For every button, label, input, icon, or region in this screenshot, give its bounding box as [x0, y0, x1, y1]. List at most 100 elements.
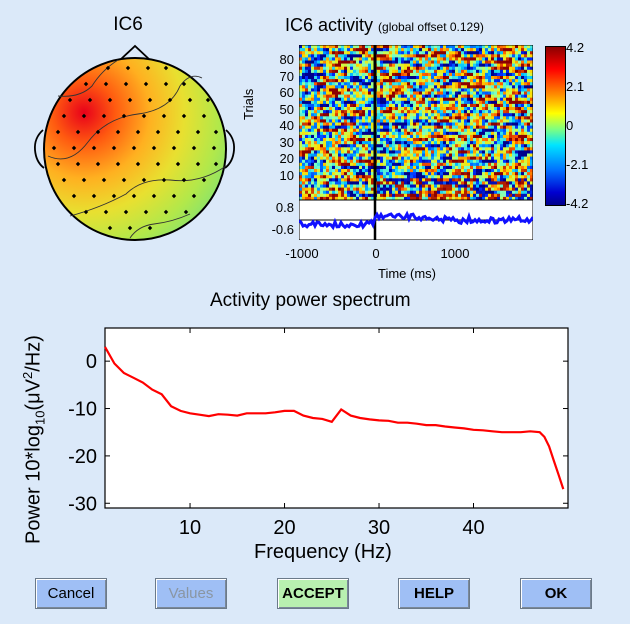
- erp-trace-plot: [299, 200, 533, 240]
- electrode-dot: [205, 97, 211, 103]
- x-tick-label: 20: [273, 517, 295, 539]
- values-button[interactable]: Values: [155, 578, 227, 609]
- colorbar-tick-label: -2.1: [566, 157, 589, 172]
- electrode-dot: [67, 97, 73, 103]
- electrode-dot: [181, 81, 187, 87]
- trial-tick-label: 10: [279, 167, 294, 183]
- erpimage-title-main: IC6 activity: [285, 15, 374, 35]
- electrode-dot: [107, 97, 113, 103]
- erp-trace-line: [299, 210, 533, 231]
- ylabel-part: Power 10*log: [22, 425, 45, 544]
- ylabel-sup: 2: [20, 371, 35, 380]
- erpimage-title: IC6 activity (global offset 0.129): [285, 15, 484, 36]
- electrode-dot: [167, 97, 173, 103]
- electrode-dot: [103, 81, 109, 87]
- colorbar-tick-label: -4.2: [566, 196, 589, 211]
- erpimage-subtitle: (global offset 0.129): [378, 20, 484, 34]
- electrode-dot: [121, 177, 127, 183]
- trial-tick-label: 70: [279, 68, 294, 84]
- electrode-dot: [81, 177, 87, 183]
- trial-tick-label: 60: [279, 85, 294, 100]
- trial-tick-label: 20: [279, 151, 294, 166]
- colorbar-tick-label: 4.2: [566, 40, 585, 55]
- electrode-dot: [175, 129, 181, 135]
- electrode-dot: [211, 145, 217, 151]
- electrode-dot: [103, 209, 109, 215]
- electrode-dot: [83, 209, 89, 215]
- ylabel-part: (μV: [22, 379, 45, 411]
- spectrum-ylabel: Power 10*log10(μV2/Hz): [20, 335, 48, 544]
- electrode-dot: [181, 177, 187, 183]
- plot-area: [104, 327, 569, 509]
- electrode-dot: [163, 81, 169, 87]
- power-spectrum-chart: 10 20 30 40 0 -10 -20 -30: [68, 327, 569, 539]
- electrode-dot: [61, 113, 67, 119]
- electrode-dot: [163, 65, 169, 71]
- trial-tick-label: 40: [279, 118, 294, 133]
- y-tick-label: -10: [68, 399, 97, 421]
- electrode-dot: [213, 129, 219, 135]
- electrode-dot: [191, 193, 197, 199]
- ylabel-sub: 10: [32, 410, 48, 426]
- electrode-dot: [201, 177, 207, 183]
- electrode-dot: [147, 225, 153, 231]
- erp-tick-label: 0.8: [275, 200, 294, 215]
- colorbar-tick-label: 0: [566, 118, 574, 133]
- left-ear: [34, 129, 45, 169]
- electrode-dot: [105, 65, 111, 71]
- electrode-dot: [175, 161, 181, 167]
- electrode-dot: [111, 193, 117, 199]
- right-ear: [224, 129, 235, 169]
- electrode-dot: [131, 193, 137, 199]
- electrode-dot: [161, 177, 167, 183]
- electrode-dot: [161, 113, 167, 119]
- electrode-dot: [195, 129, 201, 135]
- electrode-dot: [181, 113, 187, 119]
- electrode-dot: [151, 193, 157, 199]
- electrode-dot: [91, 193, 97, 199]
- help-button[interactable]: HELP: [398, 578, 470, 609]
- electrode-dot: [121, 113, 127, 119]
- ylabel-part: /Hz): [22, 335, 45, 372]
- electrode-dot: [127, 225, 133, 231]
- electrode-dot: [187, 97, 193, 103]
- erp-image-heatmap: [299, 45, 533, 200]
- electrode-dot: [213, 161, 219, 167]
- electrode-dot: [201, 113, 207, 119]
- time-axis-label: Time (ms): [378, 266, 437, 281]
- y-tick-label: -30: [68, 493, 97, 515]
- electrode-dot: [171, 145, 177, 151]
- trial-tick-label: 30: [279, 134, 294, 150]
- heatmap-cells: [299, 45, 533, 200]
- time-tick-label: 0: [372, 246, 380, 261]
- electrode-dot: [101, 177, 107, 183]
- electrode-dot: [171, 193, 177, 199]
- contour-line: [57, 59, 119, 97]
- cancel-button[interactable]: Cancel: [35, 578, 107, 609]
- contour-line: [69, 165, 227, 217]
- accept-button[interactable]: ACCEPT: [277, 578, 349, 609]
- nose-marker: [119, 44, 151, 61]
- x-tick-label: 40: [462, 517, 484, 539]
- electrode-dot: [61, 177, 67, 183]
- electrode-dot: [183, 209, 189, 215]
- electrode-dot: [71, 193, 77, 199]
- x-tick-label: 10: [179, 517, 201, 539]
- ok-button[interactable]: OK: [520, 578, 592, 609]
- spectrum-line: [104, 346, 565, 490]
- trial-tick-label: 80: [279, 52, 294, 67]
- y-tick-label: 0: [86, 351, 97, 373]
- x-tick-label: 30: [368, 517, 390, 539]
- electrode-dot: [107, 225, 113, 231]
- electrode-dot: [195, 161, 201, 167]
- topo-title: IC6: [113, 14, 143, 35]
- electrode-dot: [123, 81, 129, 87]
- contour-line: [129, 213, 191, 239]
- time-tick-label: -1000: [285, 246, 319, 261]
- erp-tick-label: -0.6: [271, 222, 294, 237]
- scalp-map: [34, 44, 235, 241]
- electrode-dot: [81, 113, 87, 119]
- trial-tick-label: 50: [279, 101, 294, 117]
- electrode-dot: [87, 97, 93, 103]
